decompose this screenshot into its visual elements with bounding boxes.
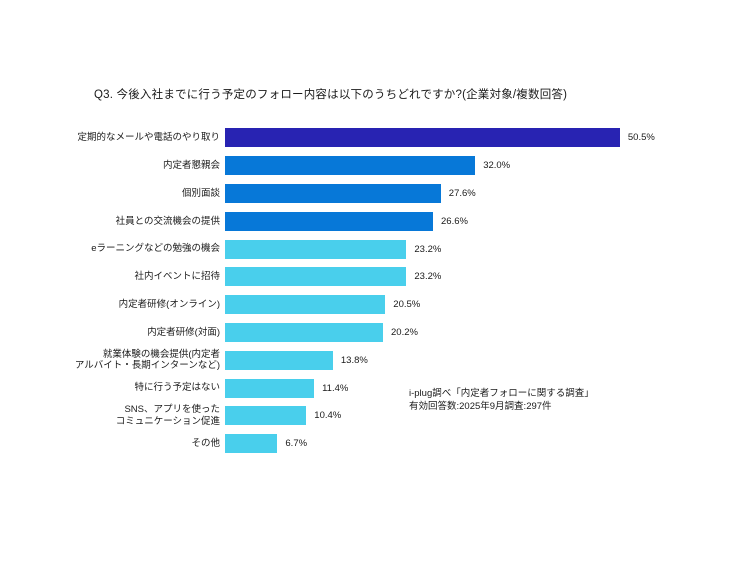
value-label: 6.7% [285, 438, 308, 450]
bar [225, 434, 278, 454]
bar [225, 239, 407, 259]
bar [225, 295, 386, 315]
category-label: eラーニングなどの勉強の機会 [91, 243, 220, 255]
value-label: 26.6% [441, 215, 468, 227]
bar [225, 406, 307, 426]
chart-row: 特に行う予定はない 11.4% [0, 374, 655, 402]
category-label: 社内イベントに招待 [134, 271, 220, 283]
bar [225, 322, 383, 342]
chart-row: 内定者懇親会 32.0% [0, 152, 655, 180]
source-note-line2: 有効回答数:2025年9月調査:297件 [409, 401, 552, 412]
value-label: 23.2% [414, 271, 442, 283]
category-label: 内定者研修(対面) [147, 326, 220, 338]
chart-row: 社員との交流機会の提供 26.6% [0, 207, 655, 235]
chart-title: Q3. 今後入社までに行う予定のフォロー内容は以下のうちどれですか?(企業対象/… [94, 89, 568, 101]
chart-row: 就業体験の機会提供(内定者 アルバイト・長期インターンなど) 13.8% [0, 346, 655, 374]
value-label: 50.5% [627, 132, 655, 144]
bar [225, 183, 441, 203]
source-note-line1: i-plug調べ「内定者フォローに関する調査」 [409, 388, 594, 399]
chart-row: 内定者研修(対面) 20.2% [0, 319, 655, 347]
category-label: 就業体験の機会提供(内定者 アルバイト・長期インターンなど) [74, 348, 220, 372]
bar [225, 156, 476, 176]
chart-row: 内定者研修(オンライン) 20.5% [0, 291, 655, 319]
category-label: SNS、アプリを使った コミュニケーション促進 [115, 404, 220, 427]
value-label: 10.4% [314, 410, 342, 422]
bar [225, 128, 620, 148]
category-label: 内定者研修(オンライン) [118, 298, 220, 310]
source-note: i-plug調べ「内定者フォローに関する調査」 有効回答数:2025年9月調査:… [409, 387, 594, 413]
value-label: 13.8% [340, 354, 368, 366]
chart-row: その他 6.7% [0, 430, 655, 458]
bar [225, 350, 333, 370]
category-label: 定期的なメールや電話のやり取り [77, 132, 220, 144]
chart-row: 個別面談 27.6% [0, 180, 655, 208]
value-label: 27.6% [448, 187, 476, 199]
category-label: 特に行う予定はない [134, 382, 220, 394]
category-label: 内定者懇親会 [162, 159, 220, 171]
chart-row: 定期的なメールや電話のやり取り 50.5% [0, 124, 655, 152]
category-label: 社員との交流機会の提供 [115, 215, 220, 227]
chart-row: SNS、アプリを使った コミュニケーション促進 10.4% [0, 402, 655, 430]
category-label: 個別面談 [181, 187, 220, 199]
bar [225, 378, 315, 398]
chart-row: eラーニングなどの勉強の機会 23.2% [0, 235, 655, 263]
value-label: 32.0% [483, 160, 511, 172]
value-label: 23.2% [414, 243, 442, 255]
value-label: 20.2% [391, 326, 418, 338]
value-label: 11.4% [322, 382, 349, 394]
chart-rows: 定期的なメールや電話のやり取り 50.5% 内定者懇親会 32.0% 個別面談 27.6%… [0, 124, 655, 458]
bar [225, 267, 407, 287]
value-label: 20.5% [393, 299, 421, 311]
bar [225, 211, 433, 231]
category-label: その他 [191, 437, 220, 449]
chart-row: 社内イベントに招待 23.2% [0, 263, 655, 291]
